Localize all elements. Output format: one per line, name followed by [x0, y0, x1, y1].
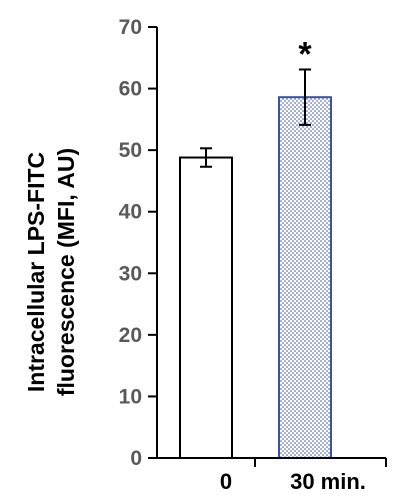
y-tick-label-0: 0 [130, 447, 142, 470]
y-tick-label-6: 60 [119, 78, 142, 101]
bars [179, 96, 332, 459]
y-tick-label-1: 10 [119, 385, 142, 408]
bar-0 [179, 156, 233, 459]
y-axis: 0 10 20 30 40 50 60 70 [119, 16, 157, 470]
y-tick-label-7: 70 [119, 16, 142, 39]
error-bars [200, 68, 311, 168]
bar-1 [278, 96, 332, 459]
y-tick-label-4: 40 [119, 201, 142, 224]
y-axis-title: Intracellular LPS-FITC fluorescence (MFI… [23, 148, 79, 396]
y-tick-label-5: 50 [119, 139, 142, 162]
significance-asterisk: * [298, 35, 312, 73]
y-axis-title-line-1: Intracellular LPS-FITC [23, 152, 49, 392]
x-tick-label-0: 0 [220, 469, 232, 494]
y-tick-label-3: 30 [119, 262, 142, 285]
y-axis-title-line-2: fluorescence (MFI, AU) [53, 148, 79, 396]
axes [156, 27, 387, 467]
x-tick-label-1: 30 min. [290, 469, 366, 494]
x-axis-labels: 0 30 min. [220, 469, 366, 494]
y-tick-label-2: 20 [119, 324, 142, 347]
